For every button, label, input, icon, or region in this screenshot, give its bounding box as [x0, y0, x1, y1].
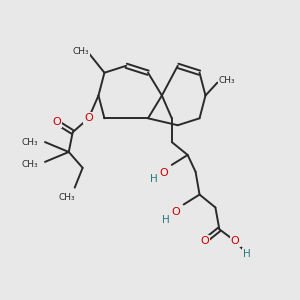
Text: CH₃: CH₃	[22, 160, 38, 169]
Text: O: O	[231, 236, 240, 246]
Text: O: O	[171, 207, 180, 218]
Text: O: O	[52, 117, 61, 127]
Text: CH₃: CH₃	[219, 76, 236, 85]
Text: O: O	[84, 113, 93, 123]
Text: CH₃: CH₃	[58, 193, 75, 202]
Text: CH₃: CH₃	[72, 47, 89, 56]
Text: O: O	[160, 168, 168, 178]
Text: H: H	[162, 215, 170, 225]
Text: O: O	[200, 236, 209, 246]
Text: H: H	[150, 174, 158, 184]
Text: CH₃: CH₃	[22, 138, 38, 147]
Text: H: H	[243, 249, 251, 259]
